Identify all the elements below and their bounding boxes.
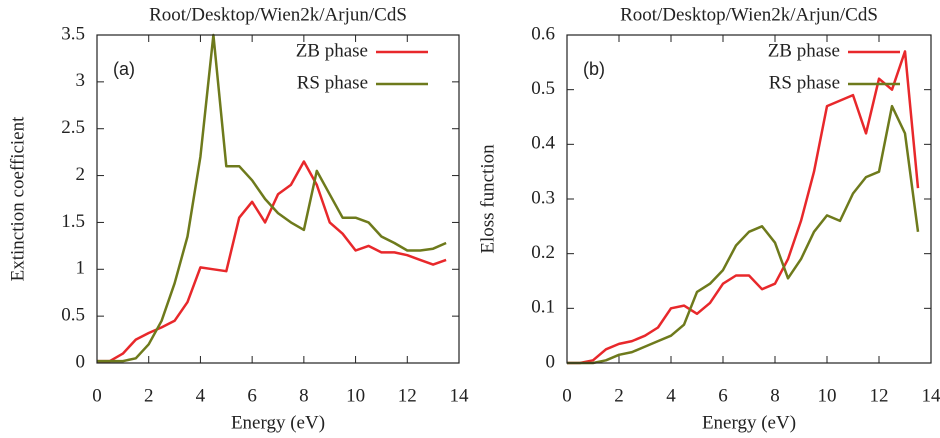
y-tick-label: 3.5 [61, 23, 85, 44]
y-tick-label: 0.3 [531, 187, 555, 208]
x-tick-label: 0 [92, 385, 102, 406]
y-tick-label: 0.1 [531, 297, 555, 318]
x-tick-label: 2 [144, 385, 154, 406]
chart-title: Root/Desktop/Wien2k/Arjun/CdS [149, 4, 407, 25]
x-tick-label: 10 [346, 385, 365, 406]
x-tick-label: 8 [299, 385, 309, 406]
x-axis-label: Energy (eV) [702, 412, 796, 433]
y-tick-label: 0.6 [531, 23, 555, 44]
x-tick-label: 12 [398, 385, 417, 406]
y-tick-label: 0.5 [61, 305, 85, 326]
data-line [567, 104, 920, 365]
legend-label: RS phase [769, 72, 840, 93]
y-tick-label: 0.4 [531, 133, 555, 154]
x-tick-label: 8 [770, 385, 780, 406]
y-tick-label: 2 [76, 164, 86, 185]
panel-annotation: (a) [113, 59, 135, 79]
plot-frame [566, 34, 932, 364]
plot-frame [96, 34, 460, 364]
x-tick-label: 6 [247, 385, 257, 406]
x-axis-label: Energy (eV) [231, 412, 325, 433]
y-tick-label: 1 [76, 258, 86, 279]
data-line [97, 160, 447, 363]
x-tick-label: 4 [196, 385, 206, 406]
y-axis-label: Eloss function [477, 144, 498, 254]
x-tick-label: 14 [922, 385, 940, 406]
x-tick-label: 4 [666, 385, 676, 406]
data-line [567, 50, 920, 365]
x-tick-label: 12 [870, 385, 889, 406]
y-tick-label: 3 [76, 70, 86, 91]
panel-annotation: (b) [583, 59, 605, 79]
x-tick-label: 2 [614, 385, 624, 406]
y-tick-label: 0.2 [531, 242, 555, 263]
y-tick-label: 0 [76, 351, 86, 372]
x-tick-label: 10 [818, 385, 837, 406]
x-tick-label: 6 [718, 385, 728, 406]
x-tick-label: 14 [450, 385, 470, 406]
y-axis-label: Extinction coefficient [7, 116, 28, 282]
legend-label: RS phase [297, 72, 368, 93]
y-tick-label: 0.5 [531, 78, 555, 99]
x-tick-label: 0 [562, 385, 572, 406]
y-tick-label: 2.5 [61, 117, 85, 138]
y-tick-label: 1.5 [61, 211, 85, 232]
data-line [97, 33, 447, 363]
legend-label: ZB phase [768, 40, 840, 61]
chart-title: Root/Desktop/Wien2k/Arjun/CdS [620, 4, 878, 25]
y-tick-label: 0 [546, 351, 556, 372]
legend-label: ZB phase [296, 40, 368, 61]
